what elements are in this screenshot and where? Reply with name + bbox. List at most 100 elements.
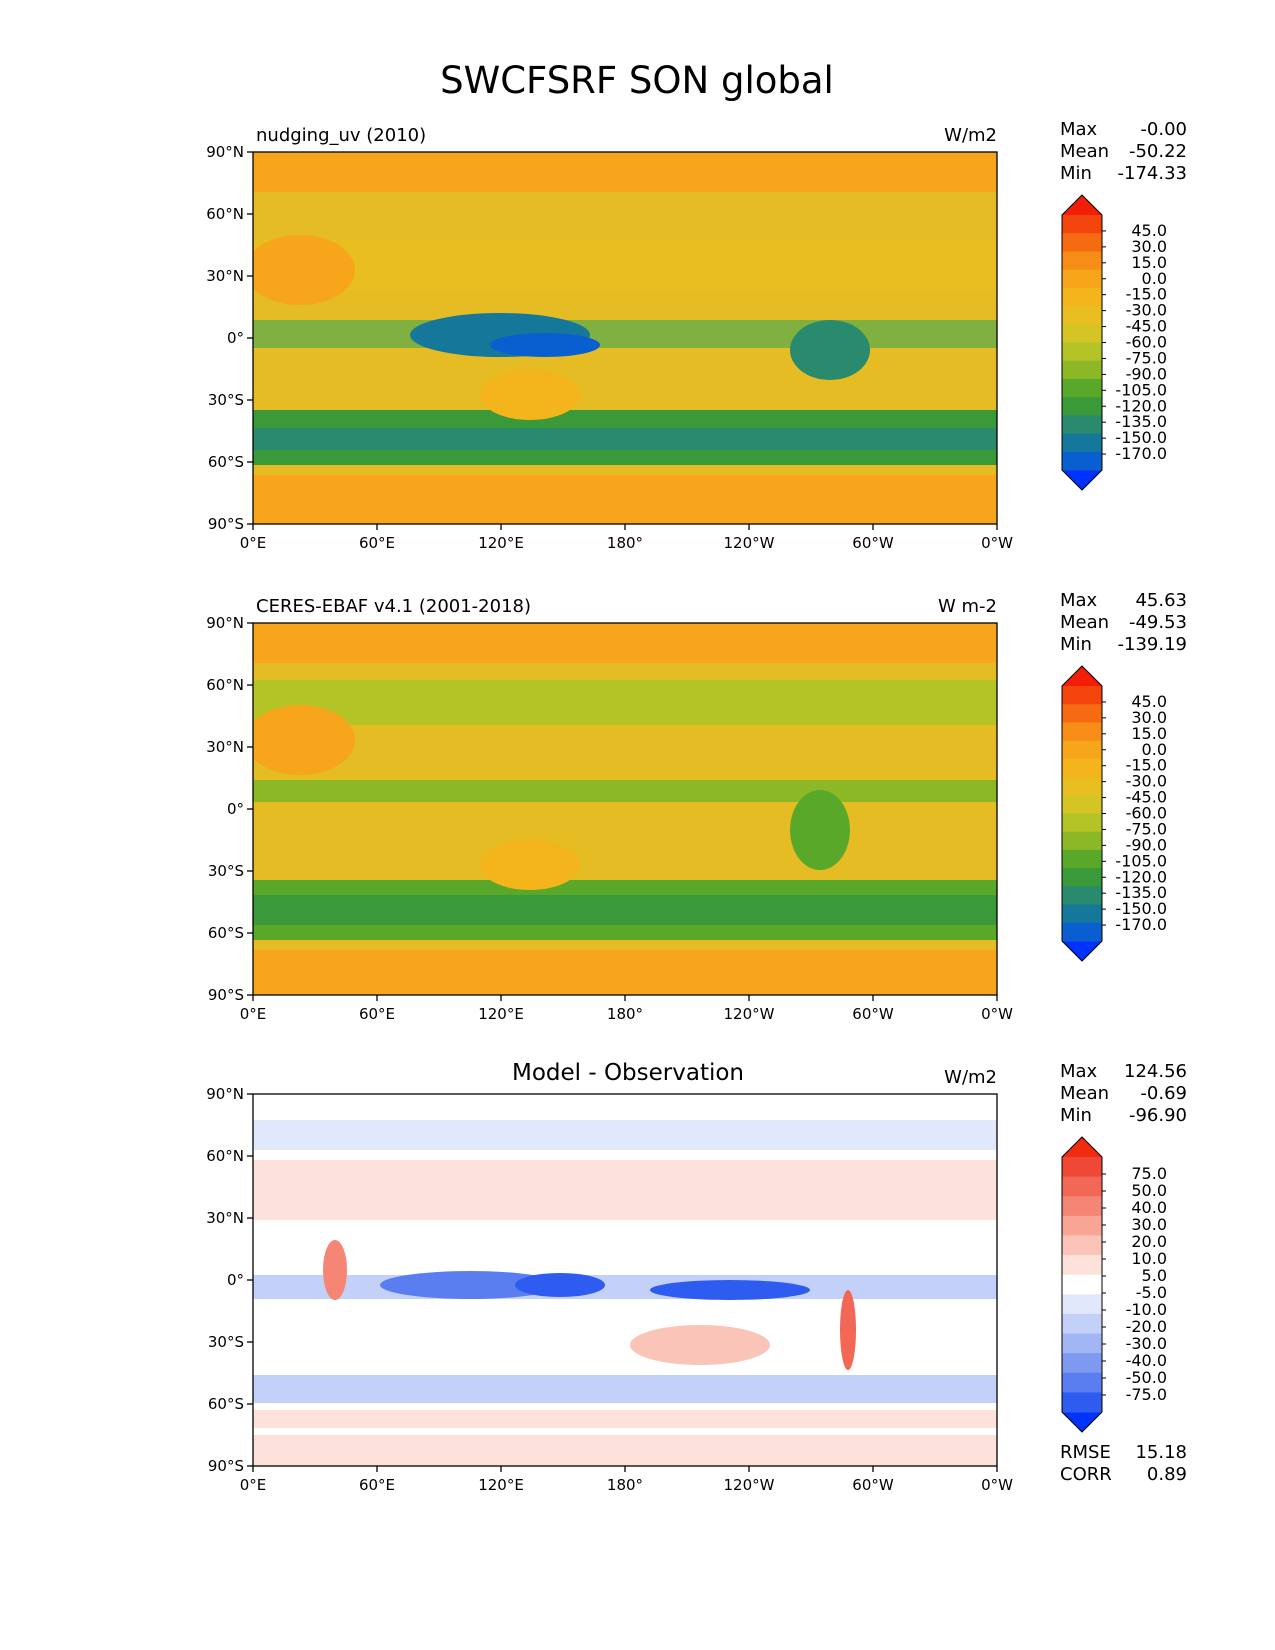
colorbar-extend-max (1062, 1137, 1102, 1157)
stat-min-label: Min (1060, 1105, 1092, 1126)
colorbar-extend-max (1062, 195, 1102, 215)
colorbar-tick-label: -120.0 (1115, 867, 1167, 886)
x-tick-label: 60°W (852, 534, 894, 552)
colorbar-segment (1062, 1176, 1102, 1197)
colorbar-tick-label: -40.0 (1126, 1351, 1167, 1370)
colorbar-tick-label: -60.0 (1126, 804, 1167, 823)
stat-mean-label: Mean (1060, 1083, 1109, 1104)
colorbar-segment (1062, 215, 1102, 234)
colorbar-segment (1062, 1196, 1102, 1217)
stat-max-label: Max (1060, 1061, 1098, 1082)
southern-positive-band (253, 1410, 997, 1428)
itcz-negative (253, 1275, 997, 1299)
colorbar-segment (1062, 433, 1102, 453)
x-tick-label: 60°W (852, 1476, 894, 1494)
panel-units: W/m2 (944, 125, 997, 146)
panel-difference: Model - Observation W/m2 75.050.040.030.… (252, 1060, 1187, 1485)
stat-mean-value: -0.69 (1140, 1083, 1187, 1104)
stat-min-value: -96.90 (1129, 1105, 1187, 1126)
y-tick-label: 60°N (206, 205, 244, 223)
colorbar-segment (1062, 342, 1102, 362)
colorbar-segment (1062, 378, 1102, 398)
colorbar-extend-min (1062, 941, 1102, 961)
colorbar-segment (1062, 324, 1102, 343)
x-tick-label: 60°E (359, 1005, 395, 1023)
stat-rmse-value: 15.18 (1135, 1442, 1187, 1463)
x-tick-label: 120°W (724, 1476, 775, 1494)
colorbar-tick-label: 30.0 (1131, 237, 1167, 256)
map-field (253, 152, 997, 524)
colorbar-tick-label: -135.0 (1115, 412, 1167, 431)
colorbar-segment (1062, 397, 1102, 416)
stat-corr-label: CORR (1060, 1464, 1112, 1485)
australia-dry (480, 840, 580, 890)
colorbar-tick-label: -135.0 (1115, 883, 1167, 902)
y-tick-label: 60°N (206, 1147, 244, 1165)
colorbar-segment (1062, 1372, 1102, 1393)
africa-sahara (253, 705, 355, 775)
x-tick-label: 120°W (724, 534, 775, 552)
southern-storm-core (253, 895, 997, 925)
colorbar-tick-label: -5.0 (1136, 1283, 1167, 1302)
colorbar-segment (1062, 868, 1102, 887)
y-tick-label: 30°S (208, 862, 244, 880)
panel-observation: CERES-EBAF v4.1 (2001-2018) W m-2 45.030… (252, 590, 1187, 996)
colorbar-segment (1062, 922, 1102, 942)
colorbar-segment (1062, 269, 1102, 289)
panel-left-title: nudging_uv (2010) (256, 125, 426, 146)
colorbar-tick-label: -170.0 (1115, 915, 1167, 934)
x-tick-label: 180° (607, 1476, 643, 1494)
y-tick-label: 90°S (208, 515, 244, 533)
x-tick-label: 60°E (359, 1476, 395, 1494)
x-tick-label: 120°E (478, 534, 524, 552)
y-tick-label: 90°N (206, 143, 244, 161)
colorbar-tick-label: 75.0 (1131, 1164, 1167, 1183)
y-tick-label: 30°N (206, 267, 244, 285)
colorbar-tick-label: -20.0 (1126, 1317, 1167, 1336)
colorbar-segment (1062, 233, 1102, 252)
colorbar: 45.030.015.00.0-15.0-30.0-45.0-60.0-75.0… (1061, 194, 1167, 491)
colorbar-segment (1062, 306, 1102, 325)
colorbar-segment (1062, 849, 1102, 869)
colorbar-extend-min (1062, 1412, 1102, 1432)
colorbar-tick-label: 15.0 (1131, 724, 1167, 743)
panel-units: W m-2 (938, 596, 997, 617)
colorbar-outline (1061, 1136, 1103, 1433)
africa-sahara (253, 235, 355, 305)
colorbar-segment (1062, 1215, 1102, 1236)
colorbar-segment (1062, 1274, 1102, 1295)
colorbar-segment (1062, 1255, 1102, 1276)
stat-max-value: -0.00 (1140, 119, 1187, 140)
y-tick-label: 90°S (208, 1457, 244, 1475)
colorbar-tick-label: -60.0 (1126, 333, 1167, 352)
colorbar-tick-label: 10.0 (1131, 1249, 1167, 1268)
stats-box: Max 45.63 Mean -49.53 Min -139.19 (1060, 590, 1187, 655)
arctic-band (253, 623, 997, 663)
colorbar-tick-label: 50.0 (1131, 1181, 1167, 1200)
colorbar-tick-label: -105.0 (1115, 851, 1167, 870)
colorbar-tick-label: -90.0 (1126, 835, 1167, 854)
west-pacific-cloud (490, 333, 600, 357)
itcz-band (253, 320, 997, 348)
stat-min-value: -174.33 (1118, 163, 1187, 184)
x-tick-label: 0°W (981, 534, 1013, 552)
subtropic-band-n (253, 240, 997, 290)
colorbar-tick-label: -105.0 (1115, 380, 1167, 399)
colorbar-segment (1062, 287, 1102, 307)
map-field (253, 1094, 997, 1466)
y-tick-label: 30°S (208, 391, 244, 409)
y-tick-label: 60°N (206, 676, 244, 694)
colorbar-segment (1062, 777, 1102, 796)
colorbar-segment (1062, 795, 1102, 814)
y-tick-label: 0° (227, 800, 244, 818)
midlat-band-n (253, 680, 997, 725)
colorbar-tick-label: -90.0 (1126, 364, 1167, 383)
colorbar-segment (1062, 831, 1102, 851)
west-pacific-negative (515, 1273, 605, 1297)
colorbar-segment (1062, 1333, 1102, 1354)
map-field (253, 623, 997, 995)
colorbar-segment (1062, 722, 1102, 742)
y-tick-label: 90°S (208, 986, 244, 1004)
southern-storm-core (253, 428, 997, 450)
